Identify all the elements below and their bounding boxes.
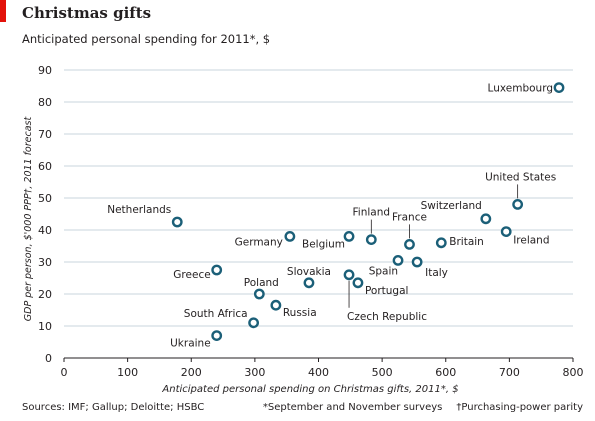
point-label: Luxembourg (488, 83, 553, 95)
y-axis-label: GDP per person, $'000 PPP†, 2011 forecas… (23, 116, 34, 322)
x-tick-label: 700 (499, 366, 520, 379)
point-portugal: Portugal (352, 277, 409, 297)
point-label: Italy (425, 267, 448, 279)
point-label: Czech Republic (347, 311, 427, 323)
footnotes: *September and November surveys †Purchasi… (263, 402, 583, 413)
point-netherlands: Netherlands (107, 204, 183, 228)
point-label: Ireland (513, 235, 549, 247)
y-tick-label: 80 (38, 96, 52, 109)
chart-subtitle: Anticipated personal spending for 2011*,… (22, 32, 271, 46)
y-tick-label: 70 (38, 128, 52, 141)
x-tick-label: 100 (117, 366, 138, 379)
point-france: France (392, 211, 427, 250)
point-united-states: United States (485, 171, 556, 210)
x-tick-label: 0 (61, 366, 68, 379)
y-tick-label: 20 (38, 288, 52, 301)
data-point (411, 256, 423, 268)
point-luxembourg: Luxembourg (488, 82, 565, 95)
data-point (171, 216, 183, 228)
data-point (343, 269, 355, 281)
data-point (553, 82, 565, 94)
data-point (211, 330, 223, 341)
footnote-survey: *September and November surveys (262, 402, 443, 413)
point-switzerland: Switzerland (421, 200, 492, 225)
point-label: Ukraine (170, 338, 211, 350)
point-label: Switzerland (421, 200, 482, 212)
y-tick-label: 10 (38, 320, 52, 333)
y-tick-label: 60 (38, 160, 52, 173)
point-ukraine: Ukraine (170, 330, 223, 350)
point-label: Germany (235, 236, 283, 248)
point-south-africa: South Africa (184, 308, 260, 329)
sources-note: Sources: IMF; Gallup; Deloitte; HSBC (22, 402, 205, 413)
point-label: Belgium (302, 238, 345, 250)
footnote-ppp: †Purchasing-power parity (456, 402, 583, 413)
point-label: Netherlands (107, 204, 171, 216)
point-label: Britain (449, 236, 484, 248)
point-label: France (392, 211, 427, 223)
y-tick-label: 40 (38, 224, 52, 237)
x-tick-label: 200 (181, 366, 202, 379)
x-tick-label: 500 (372, 366, 393, 379)
data-point (392, 254, 404, 266)
point-germany: Germany (235, 230, 296, 248)
data-point (343, 230, 355, 242)
point-label: South Africa (184, 308, 248, 320)
data-point (303, 277, 315, 289)
point-poland: Poland (244, 277, 279, 300)
x-tick-label: 800 (563, 366, 584, 379)
point-label: Russia (283, 307, 317, 319)
x-axis-label: Anticipated personal spending on Christm… (161, 384, 458, 395)
data-point (480, 213, 492, 225)
point-label: Finland (353, 207, 391, 219)
point-label: United States (485, 171, 556, 183)
point-spain: Spain (369, 254, 404, 277)
point-label: Portugal (365, 285, 409, 297)
data-point (512, 198, 524, 210)
point-greece: Greece (173, 264, 223, 281)
point-label: Slovakia (287, 266, 331, 278)
point-czech-republic: Czech Republic (343, 269, 427, 323)
y-tick-label: 30 (38, 256, 52, 269)
data-point (435, 237, 447, 249)
y-tick-label: 90 (38, 64, 52, 77)
data-point (365, 234, 377, 246)
data-point (253, 288, 265, 300)
data-point (211, 264, 223, 276)
data-point (404, 238, 415, 250)
data-point (284, 230, 296, 242)
point-label: Spain (369, 265, 398, 277)
x-tick-label: 600 (435, 366, 456, 379)
point-slovakia: Slovakia (287, 266, 331, 289)
x-tick-label: 400 (308, 366, 329, 379)
point-belgium: Belgium (302, 230, 355, 250)
brand-red-tag (0, 0, 6, 22)
point-russia: Russia (270, 299, 317, 319)
point-ireland: Ireland (500, 226, 550, 247)
point-label: Poland (244, 277, 279, 289)
point-finland: Finland (353, 207, 391, 246)
point-britain: Britain (435, 236, 484, 249)
data-point (270, 299, 282, 311)
chart-title: Christmas gifts (22, 4, 152, 22)
data-point (248, 317, 260, 329)
data-point (352, 277, 364, 289)
point-italy: Italy (411, 256, 448, 279)
x-tick-label: 300 (244, 366, 265, 379)
point-label: Greece (173, 269, 210, 281)
y-tick-label: 0 (45, 352, 52, 365)
y-tick-label: 50 (38, 192, 52, 205)
data-point (500, 226, 512, 238)
